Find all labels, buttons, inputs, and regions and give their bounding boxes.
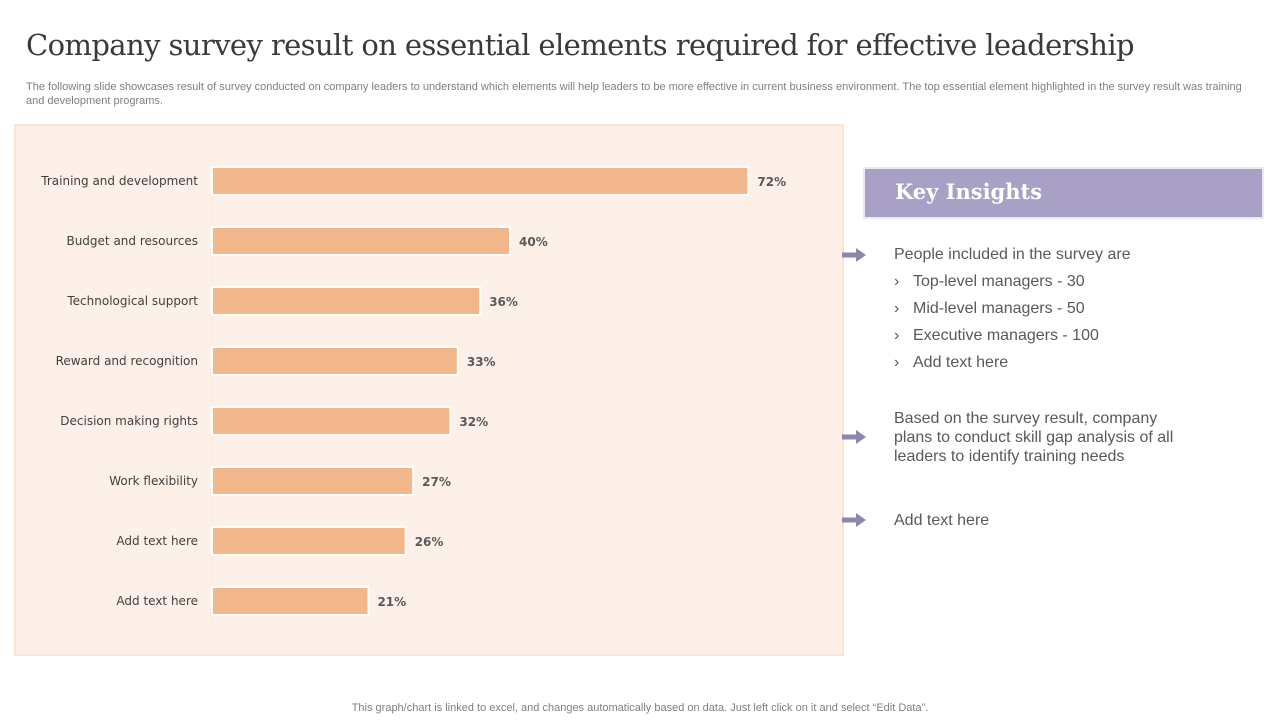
category-label: Reward and recognition (56, 354, 198, 368)
list-item: › Top-level managers - 30 (894, 272, 1099, 299)
data-label: 32% (459, 415, 488, 429)
footer-note: This graph/chart is linked to excel, and… (351, 702, 929, 714)
data-label: 72% (757, 175, 786, 189)
data-label: 27% (422, 475, 451, 489)
data-label: 26% (415, 535, 444, 549)
list-item: › Mid-level managers - 50 (894, 299, 1099, 326)
bar[interactable] (211, 226, 511, 256)
list-item: › Add text here (894, 353, 1099, 380)
category-label: Add text here (116, 534, 198, 548)
bar[interactable] (211, 286, 482, 316)
page-subtitle: The following slide showcases result of … (26, 81, 1242, 107)
chevron-right-icon: › (894, 273, 900, 290)
data-label: 33% (467, 355, 496, 369)
data-label: 21% (377, 595, 406, 609)
chevron-right-icon: › (894, 327, 900, 344)
category-label: Work flexibility (109, 474, 198, 488)
insight-intro: People included in the survey are (894, 246, 1131, 263)
insight-point-2: Based on the survey result, company plan… (894, 410, 1174, 465)
bullet-text: Mid-level managers - 50 (913, 300, 1085, 317)
list-item: › Executive managers - 100 (894, 326, 1099, 353)
category-label: Decision making rights (60, 414, 198, 428)
bar[interactable] (211, 586, 370, 616)
bar[interactable] (211, 526, 407, 556)
chevron-right-icon: › (894, 354, 900, 371)
data-label: 40% (519, 235, 548, 249)
bar-chart[interactable]: Training and development 72% Budget and re… (16, 126, 846, 658)
chevron-right-icon: › (894, 300, 900, 317)
key-insights-title: Key Insights (895, 179, 1043, 204)
bullet-text: Add text here (913, 354, 1009, 371)
bullet-text: Top-level managers - 30 (913, 273, 1085, 290)
category-label: Budget and resources (66, 234, 198, 248)
insight-point-3: Add text here (894, 512, 990, 529)
bar[interactable] (211, 346, 459, 376)
category-label: Technological support (66, 294, 198, 308)
arrow-right-icon (842, 513, 866, 527)
insight-bullet-list: › Top-level managers - 30 › Mid-level mana… (894, 272, 1099, 380)
bar[interactable] (211, 466, 415, 496)
page-title: Company survey result on essential eleme… (26, 28, 1135, 62)
arrow-right-icon (842, 430, 866, 444)
chart-panel: Training and development 72% Budget and re… (14, 124, 844, 656)
category-label: Add text here (116, 594, 198, 608)
key-insights-header: Key Insights (863, 167, 1264, 219)
bar[interactable] (211, 166, 750, 196)
bullet-text: Executive managers - 100 (913, 327, 1099, 344)
bar[interactable] (211, 406, 452, 436)
data-label: 36% (489, 295, 518, 309)
category-label: Training and development (40, 174, 198, 188)
arrow-right-icon (842, 248, 866, 262)
